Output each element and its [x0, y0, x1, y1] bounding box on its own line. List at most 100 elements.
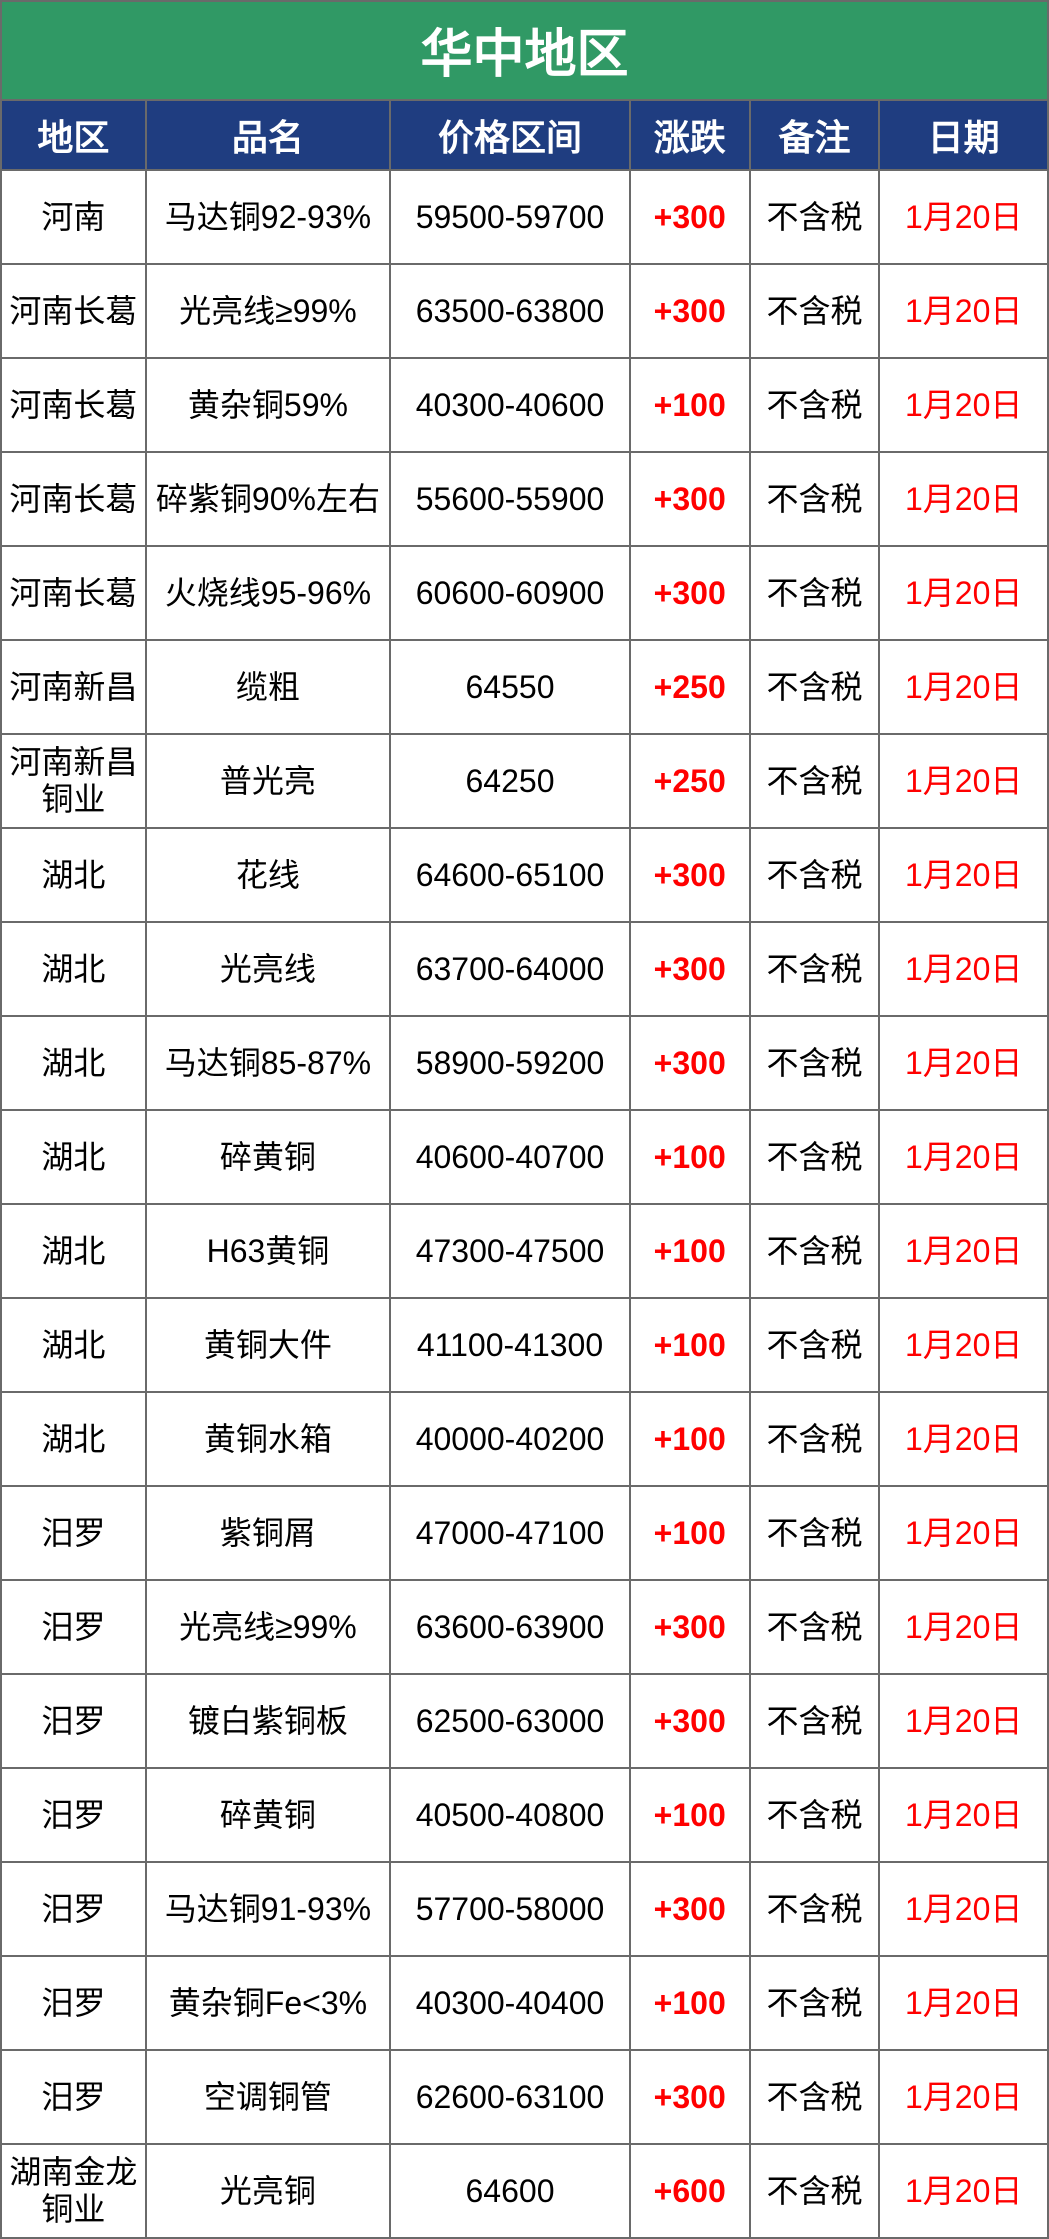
cell-date: 1月20日: [879, 1110, 1048, 1204]
cell-remark: 不含税: [750, 922, 880, 1016]
cell-date: 1月20日: [879, 170, 1048, 264]
cell-date: 1月20日: [879, 1956, 1048, 2050]
cell-date: 1月20日: [879, 1768, 1048, 1862]
table-row: 湖北黄铜大件41100-41300+100不含税1月20日: [1, 1298, 1048, 1392]
cell-product: 普光亮: [146, 734, 391, 828]
cell-price: 41100-41300: [390, 1298, 630, 1392]
cell-change: +300: [630, 546, 750, 640]
cell-remark: 不含税: [750, 2144, 880, 2238]
cell-price: 40000-40200: [390, 1392, 630, 1486]
cell-product: 马达铜91-93%: [146, 1862, 391, 1956]
cell-product: 光亮线: [146, 922, 391, 1016]
table-row: 汨罗紫铜屑47000-47100+100不含税1月20日: [1, 1486, 1048, 1580]
cell-product: 光亮线≥99%: [146, 1580, 391, 1674]
cell-region: 汨罗: [1, 1580, 146, 1674]
cell-date: 1月20日: [879, 1204, 1048, 1298]
cell-price: 57700-58000: [390, 1862, 630, 1956]
cell-date: 1月20日: [879, 358, 1048, 452]
cell-price: 64550: [390, 640, 630, 734]
cell-price: 63600-63900: [390, 1580, 630, 1674]
cell-remark: 不含税: [750, 452, 880, 546]
cell-date: 1月20日: [879, 2144, 1048, 2238]
cell-remark: 不含税: [750, 264, 880, 358]
cell-change: +100: [630, 1768, 750, 1862]
cell-region: 汨罗: [1, 1768, 146, 1862]
col-header-product: 品名: [146, 100, 391, 170]
cell-product: 黄杂铜59%: [146, 358, 391, 452]
cell-change: +250: [630, 734, 750, 828]
table-row: 汨罗马达铜91-93%57700-58000+300不含税1月20日: [1, 1862, 1048, 1956]
cell-change: +300: [630, 170, 750, 264]
cell-date: 1月20日: [879, 1580, 1048, 1674]
cell-region: 湖北: [1, 828, 146, 922]
cell-date: 1月20日: [879, 1674, 1048, 1768]
cell-price: 58900-59200: [390, 1016, 630, 1110]
col-header-remark: 备注: [750, 100, 880, 170]
cell-product: 空调铜管: [146, 2050, 391, 2144]
table-row: 河南长葛黄杂铜59%40300-40600+100不含税1月20日: [1, 358, 1048, 452]
cell-price: 60600-60900: [390, 546, 630, 640]
cell-price: 63500-63800: [390, 264, 630, 358]
cell-region: 汨罗: [1, 1956, 146, 2050]
cell-date: 1月20日: [879, 734, 1048, 828]
cell-change: +100: [630, 1298, 750, 1392]
cell-price: 40500-40800: [390, 1768, 630, 1862]
cell-product: 缆粗: [146, 640, 391, 734]
cell-date: 1月20日: [879, 1392, 1048, 1486]
table-row: 河南长葛光亮线≥99%63500-63800+300不含税1月20日: [1, 264, 1048, 358]
cell-remark: 不含税: [750, 1580, 880, 1674]
table-row: 湖北马达铜85-87%58900-59200+300不含税1月20日: [1, 1016, 1048, 1110]
cell-change: +100: [630, 1204, 750, 1298]
cell-remark: 不含税: [750, 358, 880, 452]
cell-remark: 不含税: [750, 1204, 880, 1298]
cell-product: 紫铜屑: [146, 1486, 391, 1580]
cell-change: +100: [630, 1392, 750, 1486]
cell-remark: 不含税: [750, 1016, 880, 1110]
cell-region: 河南长葛: [1, 264, 146, 358]
cell-price: 64250: [390, 734, 630, 828]
col-header-region: 地区: [1, 100, 146, 170]
cell-date: 1月20日: [879, 1486, 1048, 1580]
cell-date: 1月20日: [879, 1298, 1048, 1392]
cell-change: +300: [630, 1580, 750, 1674]
col-header-date: 日期: [879, 100, 1048, 170]
cell-remark: 不含税: [750, 170, 880, 264]
cell-remark: 不含税: [750, 640, 880, 734]
table-row: 湖北H63黄铜47300-47500+100不含税1月20日: [1, 1204, 1048, 1298]
cell-date: 1月20日: [879, 640, 1048, 734]
table-title: 华中地区: [1, 1, 1048, 100]
cell-region: 湖南金龙铜业: [1, 2144, 146, 2238]
cell-product: 碎黄铜: [146, 1110, 391, 1204]
title-row: 华中地区: [1, 1, 1048, 100]
cell-date: 1月20日: [879, 546, 1048, 640]
cell-date: 1月20日: [879, 1862, 1048, 1956]
cell-remark: 不含税: [750, 1392, 880, 1486]
cell-product: 镀白紫铜板: [146, 1674, 391, 1768]
cell-region: 河南新昌: [1, 640, 146, 734]
cell-change: +100: [630, 1956, 750, 2050]
price-table: 华中地区 地区 品名 价格区间 涨跌 备注 日期 河南马达铜92-93%5950…: [0, 0, 1049, 2239]
cell-region: 湖北: [1, 1298, 146, 1392]
cell-remark: 不含税: [750, 1298, 880, 1392]
cell-change: +250: [630, 640, 750, 734]
cell-product: 马达铜92-93%: [146, 170, 391, 264]
cell-remark: 不含税: [750, 1486, 880, 1580]
cell-product: 碎黄铜: [146, 1768, 391, 1862]
cell-change: +300: [630, 452, 750, 546]
table-row: 汨罗碎黄铜40500-40800+100不含税1月20日: [1, 1768, 1048, 1862]
cell-product: 黄铜水箱: [146, 1392, 391, 1486]
cell-product: 光亮线≥99%: [146, 264, 391, 358]
table-row: 河南长葛碎紫铜90%左右55600-55900+300不含税1月20日: [1, 452, 1048, 546]
cell-region: 湖北: [1, 922, 146, 1016]
cell-price: 40300-40400: [390, 1956, 630, 2050]
cell-product: 马达铜85-87%: [146, 1016, 391, 1110]
cell-product: 碎紫铜90%左右: [146, 452, 391, 546]
table-row: 汨罗黄杂铜Fe<3%40300-40400+100不含税1月20日: [1, 1956, 1048, 2050]
cell-region: 汨罗: [1, 1862, 146, 1956]
table-row: 湖南金龙铜业光亮铜64600+600不含税1月20日: [1, 2144, 1048, 2238]
cell-change: +300: [630, 922, 750, 1016]
cell-date: 1月20日: [879, 2050, 1048, 2144]
cell-product: 黄杂铜Fe<3%: [146, 1956, 391, 2050]
cell-region: 湖北: [1, 1110, 146, 1204]
cell-change: +300: [630, 1674, 750, 1768]
